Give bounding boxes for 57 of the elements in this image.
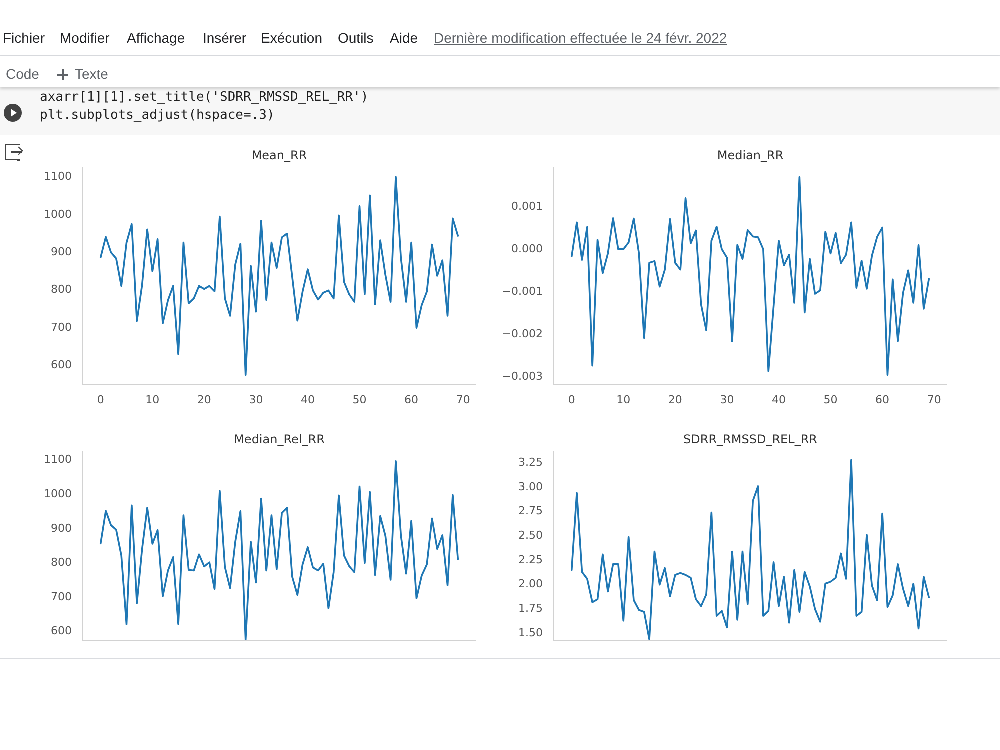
text: Dernière modification effectuée le 24 févr. 2022 bbox=[434, 29, 728, 47]
y-tick-label: 2.25 bbox=[518, 553, 543, 566]
y-tick-label: 900 bbox=[51, 245, 72, 258]
y-tick-label: 2.75 bbox=[518, 504, 543, 518]
y-tick-label: 1000 bbox=[44, 208, 72, 221]
chart-title: Median_Rel_RR bbox=[234, 432, 325, 446]
y-tick-label: 3.00 bbox=[518, 480, 543, 494]
text: Code bbox=[6, 65, 40, 83]
x-tick-label: 20 bbox=[197, 393, 212, 406]
text: Aide bbox=[390, 29, 418, 47]
chart-title: Median_RR bbox=[717, 148, 784, 162]
y-tick-label: 600 bbox=[51, 358, 72, 372]
y-tick-label: 0.000 bbox=[512, 242, 543, 256]
y-tick-label: 1.75 bbox=[518, 602, 543, 616]
x-tick-label: 30 bbox=[720, 393, 734, 406]
y-tick-label: 2.00 bbox=[518, 578, 543, 591]
x-tick-label: 50 bbox=[824, 393, 838, 406]
y-tick-label: 800 bbox=[51, 283, 72, 296]
text: Modifier bbox=[60, 29, 110, 47]
x-tick-label: 70 bbox=[927, 393, 942, 406]
y-tick-label: 800 bbox=[51, 556, 72, 570]
text: Fichier bbox=[3, 29, 46, 47]
y-tick-label: 600 bbox=[51, 624, 72, 638]
x-tick-label: 60 bbox=[876, 393, 890, 406]
x-tick-label: 60 bbox=[404, 393, 419, 406]
y-tick-label: 3.25 bbox=[518, 456, 543, 469]
text: Affichage bbox=[127, 29, 186, 47]
x-tick-label: 10 bbox=[616, 393, 631, 406]
chart-title: Mean_RR bbox=[252, 148, 308, 162]
text: Outils bbox=[338, 29, 374, 47]
x-tick-label: 50 bbox=[352, 393, 367, 406]
x-tick-label: 0 bbox=[568, 393, 576, 406]
text: Texte bbox=[75, 65, 108, 83]
text: Exécution bbox=[261, 29, 322, 47]
x-tick-label: 40 bbox=[772, 393, 786, 406]
x-tick-label: 70 bbox=[456, 393, 470, 406]
y-tick-label: −0.001 bbox=[502, 284, 543, 298]
y-tick-label: 1000 bbox=[44, 487, 72, 500]
x-tick-label: 40 bbox=[300, 393, 315, 406]
y-tick-label: 1100 bbox=[44, 170, 72, 184]
x-tick-label: 0 bbox=[97, 393, 104, 406]
y-tick-label: 1100 bbox=[44, 453, 72, 466]
text: Insérer bbox=[203, 29, 247, 47]
y-tick-label: 700 bbox=[51, 320, 72, 334]
x-tick-label: 30 bbox=[249, 393, 264, 406]
y-tick-label: 2.50 bbox=[518, 529, 543, 542]
text: plt.subplots_adjust(hspace=.3) bbox=[40, 107, 275, 125]
x-tick-label: 20 bbox=[668, 393, 682, 406]
y-tick-label: −0.003 bbox=[502, 370, 543, 383]
chart-title: SDRR_RMSSD_REL_RR bbox=[684, 432, 818, 446]
text: axarr[1][1].set_title('SDRR_RMSSD_REL_RR') bbox=[40, 89, 369, 107]
y-tick-label: 0.001 bbox=[512, 200, 543, 213]
y-tick-label: 900 bbox=[51, 522, 72, 535]
y-tick-label: 700 bbox=[51, 590, 72, 604]
x-tick-label: 10 bbox=[146, 393, 160, 406]
y-tick-label: 1.50 bbox=[518, 626, 543, 640]
y-tick-label: −0.002 bbox=[502, 327, 543, 340]
